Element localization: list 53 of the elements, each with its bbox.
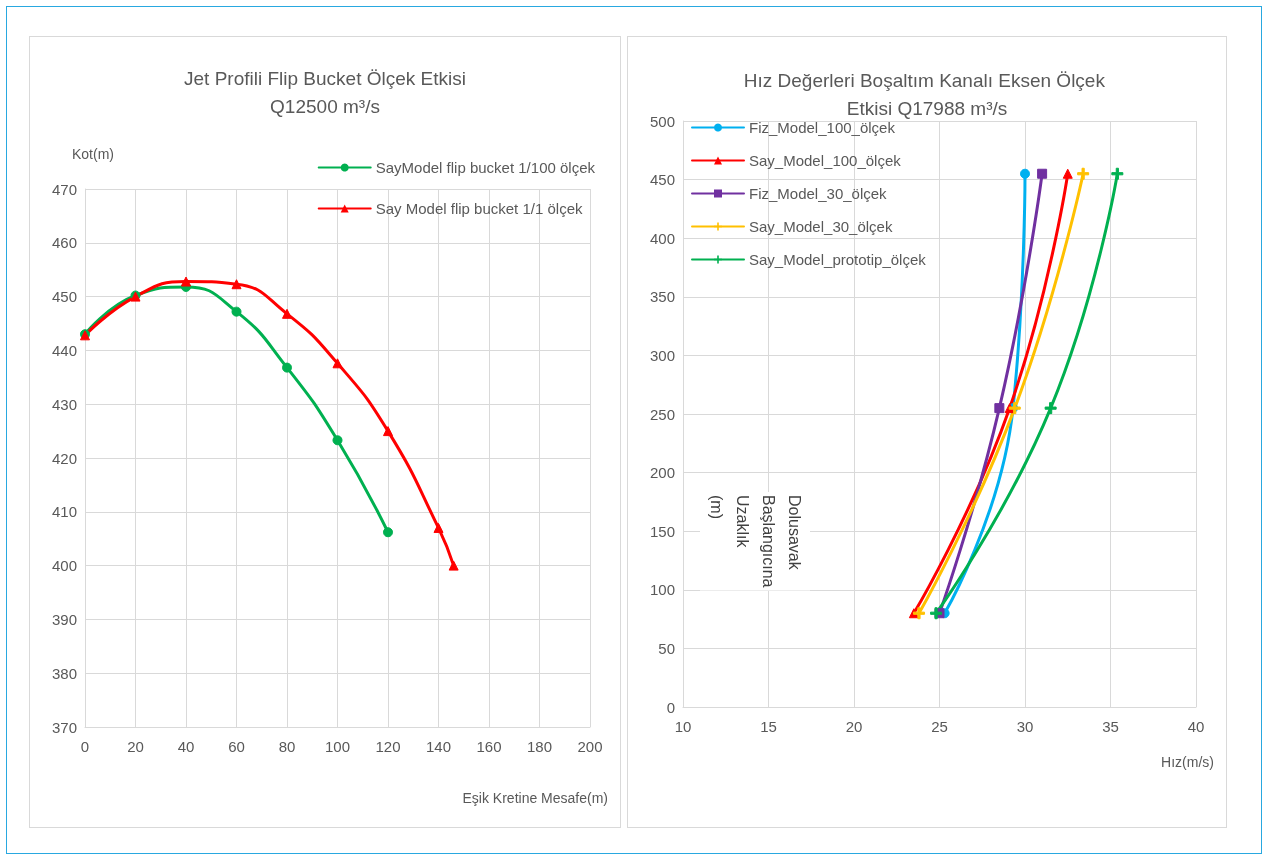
y-tick-label: 500 xyxy=(649,112,675,130)
y-tick-label: 420 xyxy=(51,449,77,467)
y-tick-label: 450 xyxy=(51,288,77,306)
chart-title: Hız Değerleri Boşaltım Kanalı Eksen Ölçek Etkisi Q17988 m³/s xyxy=(743,69,1111,119)
y-tick-label: 350 xyxy=(649,288,675,306)
y-tick-label: 440 xyxy=(51,341,77,359)
y-tick-label: 200 xyxy=(649,464,675,482)
y-tick-label: 400 xyxy=(649,229,675,247)
x-tick-label: 40 xyxy=(177,738,195,755)
x-tick-label: 20 xyxy=(127,738,144,755)
legend-label: Say_Model_100_ölçek xyxy=(749,152,902,169)
legend-label: Say Model flip bucket 1/1 ölçek xyxy=(375,200,583,217)
x-tick-label: 140 xyxy=(425,738,452,755)
x-tick-label: 25 xyxy=(931,718,948,735)
y-tick-label: 150 xyxy=(649,522,675,540)
y-tick-label: 300 xyxy=(649,346,675,364)
y-axis-title: Dolusavak Başlangıcına Uzaklık (m) xyxy=(707,495,803,588)
legend-label: SayModel flip bucket 1/100 ölçek xyxy=(375,159,596,176)
y-tick-label: 430 xyxy=(51,395,77,413)
x-tick-label: 80 xyxy=(278,738,296,755)
x-tick-label: 15 xyxy=(760,718,777,735)
legend-label: Say_Model_prototip_ölçek xyxy=(749,251,927,268)
y-tick-label: 390 xyxy=(51,610,77,628)
x-tick-label: 60 xyxy=(228,738,245,755)
legend-label: Fiz_Model_100_ölçek xyxy=(749,119,896,136)
chart-title: Jet Profili Flip Bucket Ölçek Etkisi Q12500 m³/s xyxy=(184,67,466,117)
x-tick-label: 100 xyxy=(324,738,351,755)
x-tick-label: 160 xyxy=(476,738,502,755)
x-tick-label: 30 xyxy=(1016,718,1034,735)
x-tick-label: 120 xyxy=(375,738,401,755)
legend-label: Say_Model_30_ölçek xyxy=(749,218,893,235)
x-tick-label: 20 xyxy=(845,718,863,735)
y-axis-title: Kot(m) xyxy=(72,146,114,162)
x-axis-title: Eşik Kretine Mesafe(m) xyxy=(462,790,608,806)
y-tick-label: 0 xyxy=(666,698,675,716)
x-tick-label: 0 xyxy=(80,738,90,755)
y-tick-label: 410 xyxy=(51,503,77,521)
x-tick-label: 180 xyxy=(526,738,553,755)
y-tick-label: 470 xyxy=(51,180,77,198)
x-tick-label: 35 xyxy=(1102,718,1119,735)
y-tick-label: 450 xyxy=(649,171,675,189)
y-tick-label: 380 xyxy=(51,664,77,682)
y-tick-label: 370 xyxy=(51,718,77,736)
legend-label: Fiz_Model_30_ölçek xyxy=(749,185,888,202)
x-tick-label: 200 xyxy=(577,738,603,755)
y-tick-label: 100 xyxy=(649,581,675,599)
y-tick-label: 400 xyxy=(51,557,77,575)
x-tick-label: 10 xyxy=(674,718,692,735)
x-axis-title: Hız(m/s) xyxy=(1161,754,1215,770)
y-tick-label: 250 xyxy=(649,405,675,423)
y-tick-label: 460 xyxy=(51,234,77,252)
x-tick-label: 40 xyxy=(1187,718,1205,735)
y-tick-label: 50 xyxy=(658,639,675,657)
